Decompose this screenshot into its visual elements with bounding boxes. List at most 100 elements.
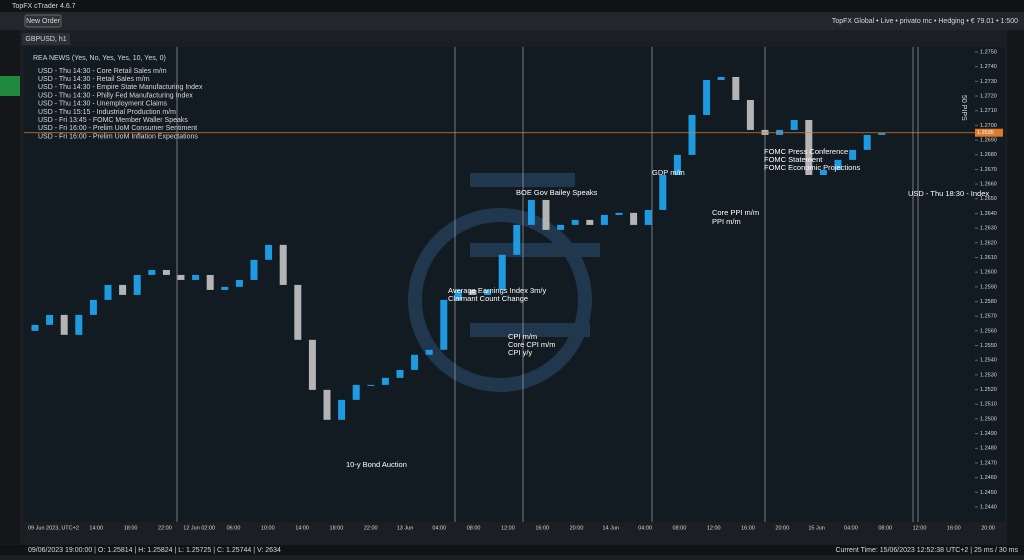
bar-info: 09/06/2023 19:00:00 | O: 1.25814 | H: 1.… [28, 547, 281, 554]
x-tick-label: 15 Jun [808, 525, 825, 531]
y-tick-label: 1.2690 [980, 138, 997, 144]
x-tick-label: 16:00 [535, 525, 549, 531]
event-label: 10-y Bond Auction [346, 460, 407, 469]
candle-body [177, 274, 185, 280]
candle-body [75, 314, 83, 335]
candle-body [60, 314, 68, 335]
price-tag [975, 128, 1003, 137]
x-tick-label: 12 Jun 02:00 [183, 525, 215, 531]
x-tick-label: 04:00 [638, 525, 652, 531]
y-tick-label: 1.2720 [980, 93, 997, 99]
candle-body [557, 224, 565, 230]
candle-body [235, 279, 243, 287]
chart-tab[interactable] [22, 33, 70, 45]
candle-body [600, 214, 608, 225]
toolbar [0, 12, 1024, 30]
y-tick-label: 1.2500 [980, 416, 997, 422]
candle-body [746, 99, 754, 130]
y-tick-label: 1.2520 [980, 387, 997, 393]
x-tick-label: 16:00 [947, 525, 961, 531]
candle-body [221, 286, 229, 290]
candle-body [849, 149, 857, 160]
candle-body [133, 274, 141, 295]
y-tick-label: 1.2600 [980, 270, 997, 276]
candle-body [688, 114, 696, 155]
event-label: USD - Thu 18:30 - Index [908, 189, 989, 198]
price-tag-label: 1.2695 [977, 130, 994, 136]
window-title: TopFX cTrader 4.6.7 [12, 3, 76, 10]
y-tick-label: 1.2570 [980, 314, 997, 320]
x-tick-label: 08:00 [673, 525, 687, 531]
event-label: CPI y/y [508, 348, 532, 357]
sidebar-active[interactable] [0, 76, 20, 96]
y-tick-label: 1.2480 [980, 446, 997, 452]
candle-body [819, 170, 827, 175]
y-tick-label: 1.2680 [980, 152, 997, 158]
candle-body [396, 369, 404, 378]
y-tick-label: 1.2730 [980, 79, 997, 85]
tab-label: GBPUSD, h1 [25, 36, 66, 43]
y-tick-label: 1.2700 [980, 123, 997, 129]
candle-body [352, 384, 360, 400]
candle-body [673, 154, 681, 175]
title-bar [0, 0, 1024, 12]
news-item: USD - Fri 16:00 - Prelim UoM Inflation E… [38, 133, 198, 140]
y-tick-label: 1.2540 [980, 358, 997, 364]
x-tick-label: 13 Jun [397, 525, 414, 531]
candle-body [717, 76, 725, 81]
candle-body [484, 289, 492, 295]
candle-body [498, 254, 506, 290]
candle-body [805, 119, 813, 175]
right-toolbar [1007, 30, 1024, 545]
candle-body [31, 324, 39, 331]
x-tick-label: 16:00 [741, 525, 755, 531]
x-tick-label: 20:00 [775, 525, 789, 531]
news-header: REA NEWS (Yes, No, Yes, Yes, 10, Yes, 0) [33, 55, 166, 62]
candle-body [89, 299, 97, 315]
news-item: USD - Fri 16:00 - Prelim UoM Consumer Se… [38, 125, 197, 132]
candle-body [615, 212, 623, 215]
event-label: BOE Gov Bailey Speaks [516, 188, 598, 197]
x-tick-label: 20:00 [570, 525, 584, 531]
news-item: USD - Fri 13:45 - FOMC Member Waller Spe… [38, 117, 188, 124]
candle-body [250, 259, 258, 280]
status-bar [0, 545, 1024, 555]
candle-body [454, 289, 462, 300]
account-info: TopFX Global • Live • privato mc • Hedgi… [832, 18, 1018, 25]
candle-body [513, 224, 521, 255]
y-tick-label: 1.2610 [980, 255, 997, 261]
y-tick-label: 1.2440 [980, 504, 997, 510]
y-tick-label: 1.2450 [980, 490, 997, 496]
event-label: Core CPI m/m [508, 340, 556, 349]
y-tick-label: 1.2660 [980, 182, 997, 188]
candle-body [308, 339, 316, 390]
candle-body [46, 314, 54, 325]
new-order-label: New Order [26, 18, 61, 25]
candle-body [630, 212, 638, 225]
y-tick-label: 1.2630 [980, 226, 997, 232]
candle-body [863, 134, 871, 150]
y-tick-label: 1.2530 [980, 372, 997, 378]
news-item: USD - Thu 14:30 - Empire State Manufactu… [38, 84, 203, 91]
candle-body [659, 174, 667, 210]
event-label: GDP m/m [652, 168, 685, 177]
candle-body [192, 274, 200, 280]
watermark [408, 173, 600, 392]
event-label: FOMC Economic Projections [764, 163, 861, 172]
candle-body [265, 244, 273, 260]
pips-label: 50 PIPS [960, 95, 967, 121]
candle-body [367, 384, 375, 386]
y-tick-label: 1.2460 [980, 475, 997, 481]
candle-body [425, 349, 433, 355]
x-tick-label: 09 Jun 2023, UTC+2 [28, 525, 79, 531]
price-axis [975, 47, 1005, 522]
new-order-button[interactable] [24, 14, 62, 28]
x-tick-label: 22:00 [158, 525, 172, 531]
x-tick-label: 12:00 [501, 525, 515, 531]
candle-body [440, 299, 448, 350]
candle-body [469, 289, 477, 295]
candle-body [279, 244, 287, 285]
y-tick-label: 1.2750 [980, 49, 997, 55]
